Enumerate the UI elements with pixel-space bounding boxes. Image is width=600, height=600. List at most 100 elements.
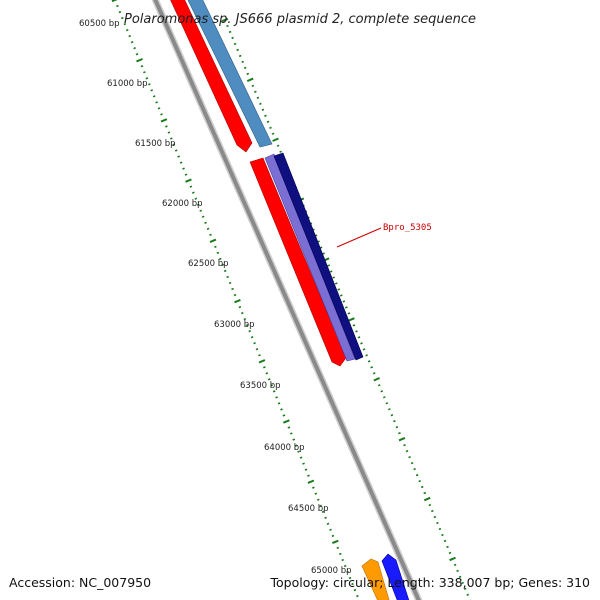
inner-minor-tick bbox=[245, 323, 249, 327]
inner-minor-tick bbox=[341, 558, 344, 562]
inner-minor-tick bbox=[258, 354, 261, 357]
inner-minor-tick bbox=[172, 143, 176, 146]
outer-minor-tick bbox=[253, 90, 257, 94]
outer-minor-tick bbox=[395, 426, 399, 429]
inner-minor-tick bbox=[353, 588, 357, 592]
topology-text: Topology: circular; Length: 338,007 bp; … bbox=[270, 575, 591, 590]
inner-minor-tick bbox=[324, 516, 327, 519]
inner-minor-tick bbox=[189, 185, 193, 188]
outer-minor-tick bbox=[357, 336, 361, 339]
outer-minor-tick bbox=[322, 252, 325, 255]
outer-minor-tick bbox=[387, 408, 391, 411]
outer-minor-tick bbox=[446, 545, 449, 549]
outer-minor-tick bbox=[453, 563, 457, 567]
outer-minor-tick bbox=[461, 581, 464, 585]
outer-minor-tick bbox=[430, 509, 434, 513]
outer-minor-tick bbox=[355, 330, 358, 333]
inner-major-tick bbox=[185, 178, 192, 183]
gene-label[interactable]: Bpro_5305 bbox=[383, 223, 432, 233]
gene-arrow-steelblue-top[interactable] bbox=[183, 0, 273, 148]
inner-minor-tick bbox=[165, 125, 168, 128]
inner-minor-tick bbox=[152, 95, 156, 98]
outer-minor-tick bbox=[233, 42, 237, 46]
inner-major-tick bbox=[258, 359, 266, 364]
gene-arrow-orange-bottom[interactable] bbox=[361, 558, 392, 600]
outer-minor-tick bbox=[259, 102, 262, 106]
gene-arrow-blue-bottom[interactable] bbox=[381, 553, 412, 600]
outer-minor-tick bbox=[256, 96, 260, 100]
inner-minor-tick bbox=[297, 450, 300, 453]
inner-minor-tick bbox=[241, 311, 244, 315]
gene-arrow-red-top[interactable] bbox=[166, 0, 253, 153]
outer-minor-tick bbox=[463, 587, 467, 591]
inner-minor-tick bbox=[356, 594, 359, 598]
outer-minor-tick bbox=[236, 48, 240, 52]
gene-arrow-lavender-middle[interactable] bbox=[264, 153, 356, 362]
outer-minor-tick bbox=[238, 54, 242, 58]
outer-minor-tick bbox=[276, 144, 280, 147]
outer-minor-tick bbox=[360, 342, 363, 345]
inner-minor-tick bbox=[167, 131, 171, 134]
bp-label: 61000 bp bbox=[107, 79, 148, 89]
bp-label-group: 60500 bp 61000 bp 61500 bp 62000 bp 6250… bbox=[79, 19, 352, 576]
inner-minor-tick bbox=[312, 486, 315, 489]
outer-minor-tick bbox=[344, 306, 348, 309]
outer-minor-tick bbox=[264, 114, 267, 117]
inner-minor-tick bbox=[179, 161, 183, 164]
outer-minor-tick bbox=[390, 414, 394, 417]
inner-minor-tick bbox=[338, 552, 342, 556]
inner-minor-tick bbox=[343, 564, 347, 568]
inner-minor-tick bbox=[326, 522, 330, 526]
inner-minor-tick bbox=[329, 528, 332, 532]
outer-major-tick bbox=[449, 556, 456, 562]
outer-minor-tick bbox=[352, 324, 356, 327]
inner-minor-tick bbox=[292, 438, 296, 441]
outer-minor-tick bbox=[342, 300, 346, 303]
inner-minor-tick bbox=[299, 456, 303, 459]
inner-minor-tick bbox=[214, 245, 217, 249]
inner-minor-tick bbox=[160, 113, 163, 116]
inner-minor-tick bbox=[316, 498, 320, 501]
inner-minor-tick bbox=[231, 287, 234, 291]
outer-minor-tick bbox=[231, 36, 234, 40]
outer-minor-tick bbox=[380, 390, 384, 393]
bp-label: 63500 bp bbox=[240, 381, 281, 391]
inner-minor-tick bbox=[331, 534, 335, 538]
inner-major-tick bbox=[136, 58, 143, 63]
inner-minor-tick bbox=[238, 305, 242, 309]
inner-minor-tick bbox=[314, 492, 318, 495]
inner-minor-tick bbox=[216, 251, 220, 255]
outer-minor-tick bbox=[367, 360, 371, 363]
gene-arrow-navy-middle[interactable] bbox=[273, 152, 364, 361]
bp-label: 60500 bp bbox=[79, 19, 120, 29]
inner-minor-tick bbox=[174, 149, 178, 152]
outer-minor-tick bbox=[226, 24, 229, 28]
inner-minor-tick bbox=[319, 504, 322, 507]
outer-minor-tick bbox=[385, 402, 389, 405]
outer-minor-tick bbox=[339, 294, 343, 297]
outer-minor-tick bbox=[458, 575, 462, 579]
outer-major-tick bbox=[398, 436, 406, 442]
inner-minor-tick bbox=[123, 22, 127, 26]
inner-minor-tick bbox=[199, 209, 203, 212]
bp-label: 62000 bp bbox=[162, 199, 203, 209]
inner-minor-tick bbox=[351, 582, 354, 586]
inner-minor-tick bbox=[243, 317, 247, 321]
inner-tick-ring bbox=[111, 0, 359, 598]
inner-minor-tick bbox=[194, 197, 198, 200]
inner-minor-tick bbox=[196, 203, 200, 206]
bp-label: 64500 bp bbox=[288, 504, 329, 514]
outer-minor-tick bbox=[382, 396, 386, 399]
inner-minor-tick bbox=[177, 155, 181, 158]
inner-major-tick bbox=[283, 419, 290, 424]
inner-major-tick bbox=[234, 298, 241, 304]
outer-minor-tick bbox=[433, 515, 437, 519]
outer-minor-tick bbox=[398, 432, 401, 435]
inner-minor-tick bbox=[321, 510, 325, 513]
outer-major-tick bbox=[423, 496, 431, 502]
outer-minor-tick bbox=[228, 30, 232, 34]
inner-minor-tick bbox=[294, 444, 298, 447]
gene-arrow-red-middle[interactable] bbox=[249, 157, 347, 367]
gene-track bbox=[166, 0, 412, 600]
outer-minor-tick bbox=[443, 539, 447, 543]
